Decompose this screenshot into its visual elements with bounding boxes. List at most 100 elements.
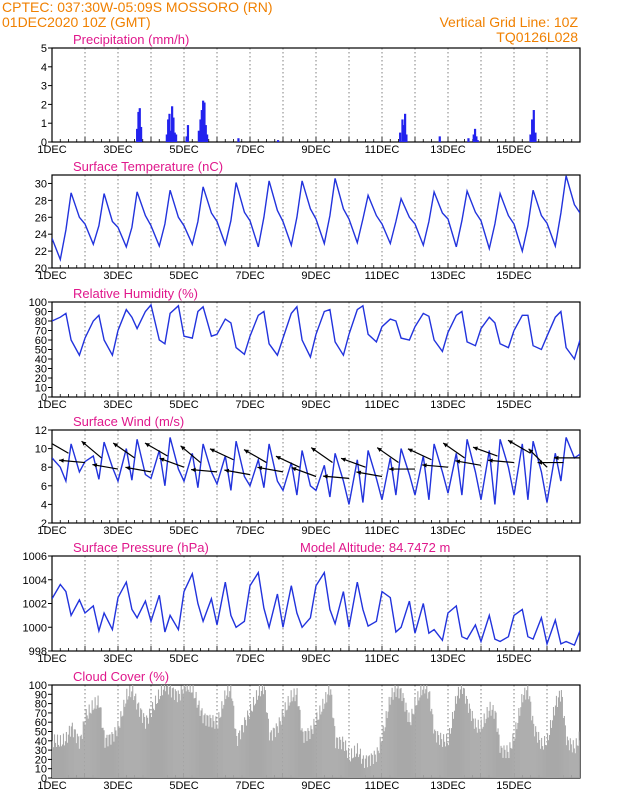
x-tick-label: 9DEC — [301, 270, 330, 282]
cloud-bar — [102, 727, 104, 778]
x-tick-label: 13DEC — [430, 525, 466, 537]
cloud-bar — [185, 691, 187, 778]
cloud-bar — [72, 737, 74, 778]
cloud-bar — [199, 715, 201, 778]
cloud-bar — [79, 736, 81, 778]
cloud-bar — [302, 731, 304, 778]
x-tick-label: 7DEC — [235, 525, 264, 537]
cloud-bar — [339, 736, 341, 778]
cloud-bar — [512, 733, 514, 778]
cloud-bar — [545, 745, 547, 778]
cloud-bar — [230, 685, 232, 778]
cloud-bar — [283, 716, 285, 778]
cloud-bar — [530, 701, 532, 778]
cloud-bar — [300, 730, 302, 778]
cloud-bar — [307, 728, 309, 778]
cloud-bar — [380, 742, 382, 778]
series-line-pressure — [52, 570, 580, 647]
precip-bar — [534, 132, 537, 142]
y-tick-label: 20 — [35, 754, 47, 766]
cloud-bar — [449, 733, 452, 778]
cloud-bar — [82, 721, 84, 778]
cloud-bar — [447, 743, 449, 778]
cloud-bar — [263, 686, 265, 778]
cloud-bar — [160, 685, 162, 778]
cloud-bar — [287, 696, 289, 778]
x-tick-label: 1DEC — [37, 653, 66, 665]
wind-arrow — [92, 463, 119, 470]
cloud-bar — [391, 687, 393, 778]
cloud-bar — [387, 711, 389, 778]
cloud-bar — [458, 698, 460, 778]
cloud-bar — [493, 718, 495, 778]
wind-arrow-head — [291, 467, 297, 472]
precip-bar — [138, 108, 141, 142]
cloud-bar — [80, 734, 82, 778]
cloud-bar — [303, 742, 305, 778]
y-tick-label: 24 — [35, 229, 47, 241]
cloud-bar — [542, 746, 544, 778]
cloud-bar — [207, 715, 209, 778]
cloud-bar — [75, 743, 77, 778]
cloud-bar — [220, 716, 222, 778]
y-tick-label: 20 — [35, 263, 47, 275]
cloud-bar — [107, 746, 109, 778]
precip-bar — [167, 119, 170, 142]
wind-arrow-head — [422, 463, 427, 468]
precip-bar — [276, 140, 280, 142]
cloud-bar — [237, 745, 239, 778]
cloud-bar — [193, 698, 195, 778]
precip-bar — [473, 128, 477, 142]
cloud-bar — [262, 694, 264, 778]
cloud-bar — [578, 731, 580, 778]
wind-arrow — [528, 448, 548, 468]
cloud-bar — [555, 695, 558, 778]
cloud-bar — [318, 719, 320, 778]
cloud-bar — [563, 715, 565, 778]
cloud-bar — [505, 758, 507, 778]
cloud-bar — [410, 725, 412, 778]
cloud-bar — [238, 732, 240, 778]
y-tick-label: 2 — [41, 518, 47, 530]
y-tick-label: 4 — [41, 499, 47, 511]
cloud-bar — [201, 708, 203, 778]
y-tick-label: 4 — [41, 62, 47, 74]
x-tick-label: 5DEC — [169, 399, 198, 411]
header-grid-note: Vertical Grid Line: 10Z — [439, 14, 578, 30]
cloud-bar — [223, 704, 225, 778]
cloud-bar — [523, 695, 525, 778]
x-tick-label: 5DEC — [169, 525, 198, 537]
x-tick-label: 13DEC — [430, 144, 466, 156]
cloud-bar — [171, 688, 173, 778]
wind-arrow-head — [443, 443, 449, 448]
wind-arrow — [125, 466, 152, 473]
cloud-bar — [529, 696, 531, 778]
cloud-bar — [502, 757, 504, 778]
y-tick-label: 30 — [35, 178, 47, 190]
cloud-bar — [130, 697, 132, 778]
wind-arrow — [243, 449, 267, 464]
cloud-bar — [372, 764, 374, 778]
wind-arrow-head — [209, 448, 215, 453]
cloud-bar — [183, 685, 185, 778]
precip-bar — [476, 140, 479, 142]
cloud-bar — [98, 707, 100, 778]
cloud-bar — [292, 697, 294, 778]
cloud-bar — [291, 701, 293, 778]
cloud-bar — [276, 726, 278, 778]
cloud-bar — [358, 754, 360, 778]
cloud-bar — [557, 697, 559, 778]
cloud-bar — [423, 685, 425, 778]
cloud-bar — [451, 711, 454, 778]
cloud-bar — [236, 735, 238, 778]
cloud-bar — [308, 730, 310, 778]
cloud-bar — [377, 750, 379, 778]
cloud-bar — [228, 697, 230, 778]
y-tick-label: 6 — [41, 481, 47, 493]
y-tick-label: 100 — [29, 297, 47, 309]
cloud-bar — [567, 740, 569, 778]
cloud-bar — [222, 708, 224, 778]
cloud-bar — [312, 733, 314, 778]
plot-area — [52, 437, 580, 505]
cloud-bar — [77, 736, 79, 778]
